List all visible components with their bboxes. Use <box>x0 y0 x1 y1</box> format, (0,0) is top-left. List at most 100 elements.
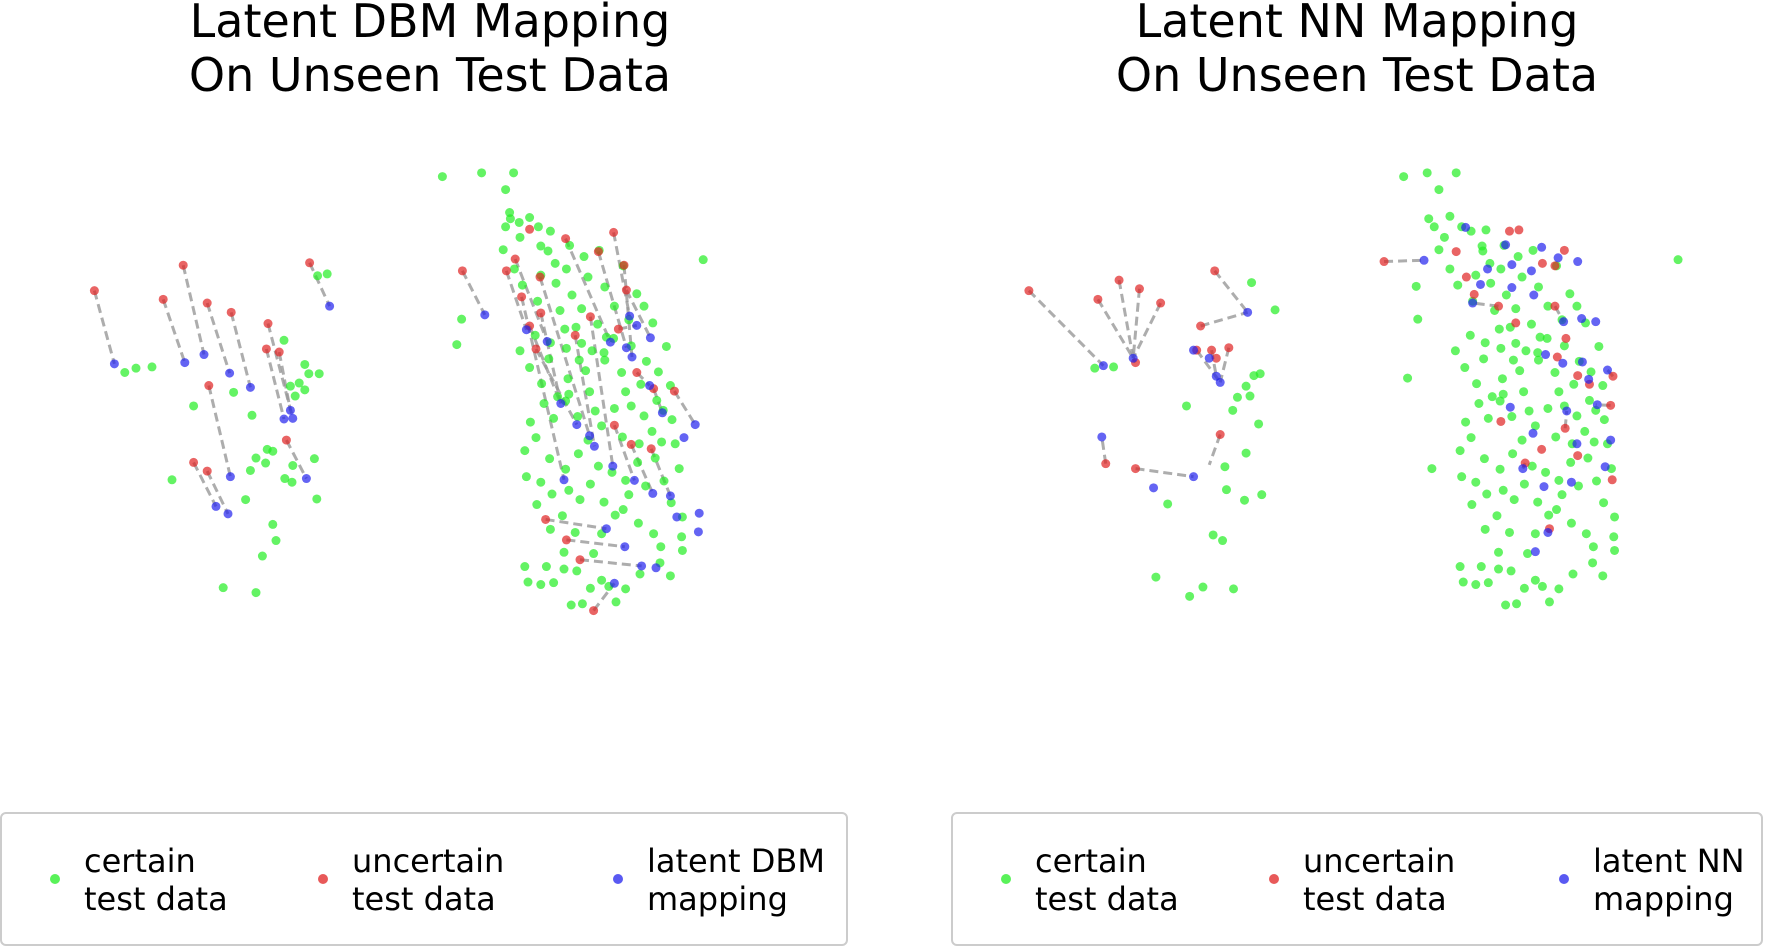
latent-mapping-point <box>1602 365 1612 375</box>
certain-test-point <box>120 368 130 377</box>
certain-test-point <box>589 549 599 559</box>
certain-test-point <box>544 354 554 364</box>
chart-title-line-2: On Unseen Test Data <box>1115 48 1599 102</box>
uncertain-test-point <box>1552 352 1562 362</box>
certain-test-point <box>551 278 561 288</box>
certain-test-point <box>1566 518 1576 528</box>
certain-test-point <box>1413 314 1423 324</box>
certain-test-point <box>653 367 663 377</box>
certain-test-point <box>632 289 642 299</box>
certain-test-point <box>561 343 571 353</box>
certain-test-point <box>557 511 567 521</box>
certain-test-point <box>257 551 267 561</box>
certain-test-point <box>1541 467 1551 477</box>
certain-test-point <box>650 453 660 463</box>
certain-test-point <box>280 474 290 484</box>
certain-test-point <box>1501 600 1511 610</box>
certain-test-point <box>585 583 595 593</box>
latent-mapping-point <box>679 433 689 443</box>
certain-test-point <box>1543 403 1553 413</box>
latent-mapping-point <box>637 561 647 571</box>
certain-test-point <box>1429 222 1439 232</box>
legend-entry-mapped: latent NN mapping <box>1559 842 1745 918</box>
uncertain-test-point <box>525 224 535 234</box>
certain-test-point <box>1494 547 1504 557</box>
certain-test-point <box>1247 278 1257 288</box>
certain-test-point <box>247 410 257 420</box>
certain-test-point <box>565 240 575 250</box>
uncertain-test-point <box>263 319 273 329</box>
uncertain-test-point <box>1196 321 1206 331</box>
legend-swatch-mapped <box>1559 874 1569 884</box>
certain-test-point <box>1483 578 1493 588</box>
latent-mapping-point <box>1559 317 1569 327</box>
legend-swatch-uncertain <box>318 874 328 884</box>
latent-mapping-point <box>1537 242 1547 252</box>
certain-test-point <box>1673 255 1683 265</box>
uncertain-test-point <box>609 227 619 237</box>
certain-test-point <box>1480 338 1490 348</box>
latent-mapping-point <box>694 508 704 518</box>
certain-test-point <box>559 547 569 557</box>
certain-test-point <box>515 232 525 242</box>
certain-test-point <box>1498 485 1508 495</box>
certain-test-point <box>545 226 555 236</box>
certain-test-point <box>1509 495 1519 505</box>
uncertain-test-point <box>261 344 271 354</box>
certain-test-point <box>530 330 540 340</box>
certain-test-point <box>1482 489 1492 499</box>
chart-title: Latent NN Mapping On Unseen Test Data <box>945 0 1769 102</box>
certain-test-point <box>1220 462 1230 472</box>
certain-test-point <box>573 412 583 422</box>
latent-mapping-point <box>601 524 611 534</box>
latent-mapping-point <box>1505 402 1515 412</box>
mapping-connector-line <box>1213 269 1249 314</box>
latent-mapping-point <box>572 420 582 430</box>
certain-test-point <box>1479 354 1489 364</box>
uncertain-test-point <box>536 308 546 318</box>
certain-test-point <box>597 575 607 585</box>
certain-test-point <box>1445 264 1455 274</box>
certain-test-point <box>509 264 519 274</box>
latent-mapping-point <box>627 352 637 362</box>
certain-test-point <box>1565 289 1575 299</box>
latent-mapping-point <box>556 399 566 408</box>
certain-test-point <box>532 500 542 510</box>
certain-test-point <box>279 335 289 345</box>
certain-test-point <box>1530 575 1540 585</box>
latent-mapping-point <box>1562 406 1572 416</box>
certain-test-point <box>539 399 549 408</box>
mapping-connector-line <box>1218 347 1231 383</box>
certain-test-point <box>304 369 314 379</box>
certain-test-point <box>1594 341 1604 351</box>
certain-test-point <box>566 600 576 610</box>
latent-mapping-point <box>605 337 615 347</box>
uncertain-test-point <box>158 294 168 304</box>
certain-test-point <box>1569 379 1579 389</box>
uncertain-test-point <box>274 347 284 357</box>
uncertain-test-point <box>535 272 545 282</box>
latent-mapping-point <box>301 474 311 484</box>
certain-test-point <box>587 346 597 356</box>
certain-test-point <box>1399 172 1409 182</box>
latent-mapping-point <box>665 491 675 501</box>
latent-mapping-point <box>1189 472 1199 482</box>
certain-test-point <box>585 387 595 397</box>
certain-test-point <box>1592 476 1602 486</box>
uncertain-test-point <box>178 260 188 270</box>
certain-test-point <box>1270 305 1280 315</box>
mapping-connector-line <box>461 270 487 316</box>
latent-mapping-point <box>211 501 221 511</box>
certain-test-point <box>131 363 141 373</box>
certain-test-point <box>649 529 659 539</box>
chart-legend: certain test data uncertain test data late… <box>951 812 1763 946</box>
certain-test-point <box>1588 558 1598 568</box>
mapping-connector-line <box>625 289 652 339</box>
mapping-connector-line <box>1200 310 1249 328</box>
certain-test-point <box>147 362 157 372</box>
right-chart-panel: Latent NN Mapping On Unseen Test Data ce… <box>945 0 1769 950</box>
latent-mapping-point <box>109 359 119 369</box>
uncertain-test-point <box>589 606 599 616</box>
uncertain-test-point <box>1024 286 1034 296</box>
latent-mapping-point <box>1558 358 1568 368</box>
